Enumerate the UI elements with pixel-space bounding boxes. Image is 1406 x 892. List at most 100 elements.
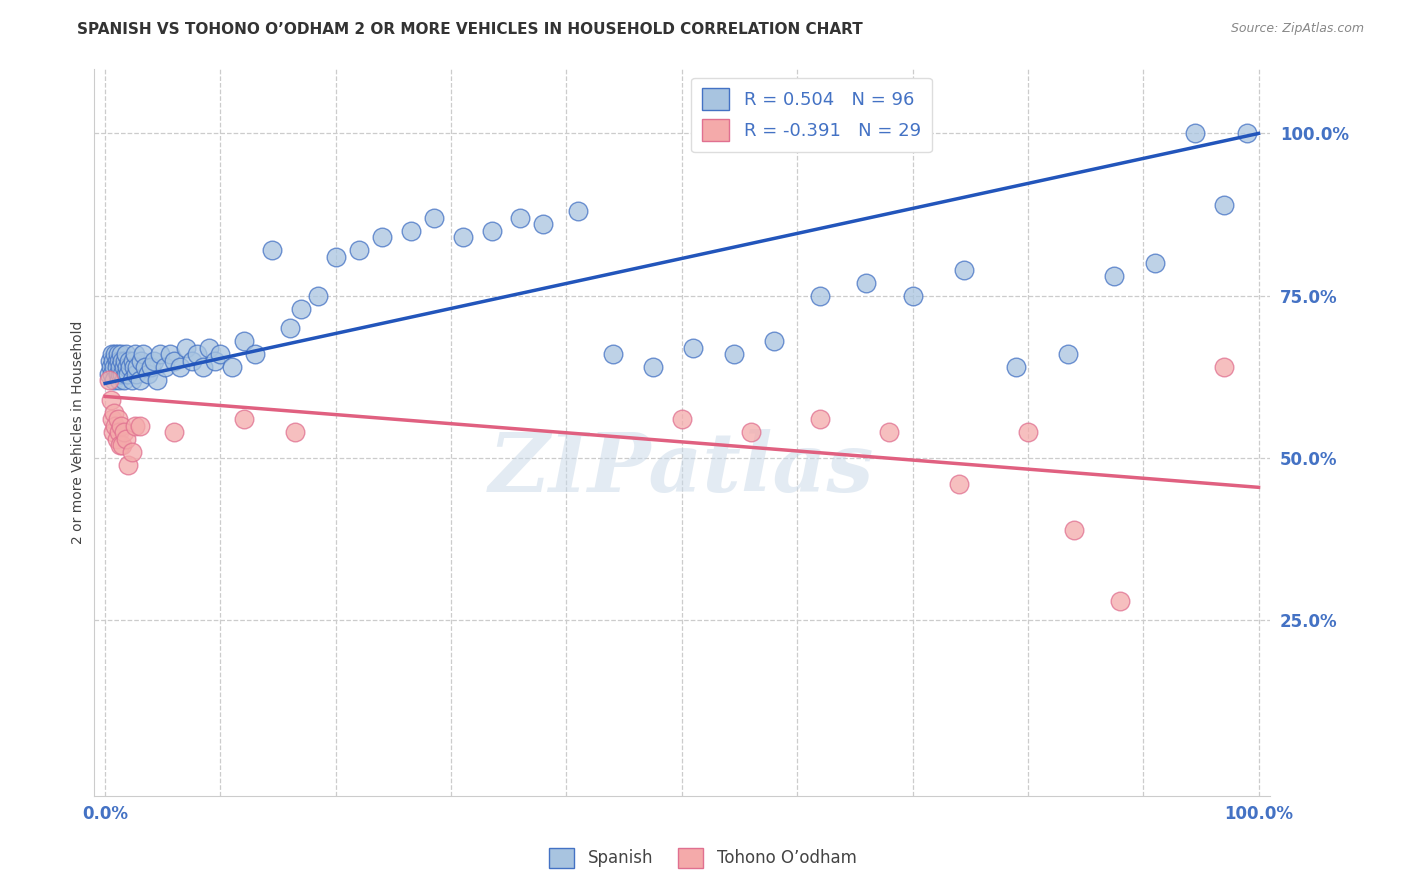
Point [105, 360, 128, 375]
Point [103, 360, 125, 375]
Point [98, 353, 121, 368]
Point [136, 367, 159, 381]
Point [120, 360, 142, 375]
Point [290, 301, 312, 316]
Point [347, 244, 370, 258]
Point [1017, 425, 1039, 439]
Point [174, 341, 197, 355]
Point [115, 432, 138, 446]
Point [108, 360, 131, 375]
Point [107, 412, 129, 426]
Point [808, 289, 831, 303]
Point [641, 360, 664, 375]
Text: SPANISH VS TOHONO O’ODHAM 2 OR MORE VEHICLES IN HOUSEHOLD CORRELATION CHART: SPANISH VS TOHONO O’ODHAM 2 OR MORE VEHI… [77, 22, 863, 37]
Point [149, 347, 172, 361]
Point [232, 412, 254, 426]
Point [125, 367, 148, 381]
Point [481, 224, 503, 238]
Point [879, 425, 901, 439]
Point [671, 412, 693, 426]
Point [221, 360, 243, 375]
Point [948, 477, 970, 491]
Point [1213, 198, 1236, 212]
Point [1005, 360, 1028, 375]
Point [153, 360, 176, 375]
Point [101, 353, 124, 368]
Point [107, 367, 129, 381]
Point [509, 211, 531, 225]
Point [1236, 127, 1258, 141]
Point [901, 289, 924, 303]
Point [533, 218, 555, 232]
Point [1063, 523, 1085, 537]
Point [204, 353, 226, 368]
Point [740, 425, 762, 439]
Point [163, 425, 186, 439]
Point [103, 406, 125, 420]
Point [107, 347, 129, 361]
Point [117, 367, 139, 381]
Point [451, 230, 474, 244]
Point [103, 373, 125, 387]
Point [124, 347, 146, 361]
Legend: R = 0.504   N = 96, R = -0.391   N = 29: R = 0.504 N = 96, R = -0.391 N = 29 [692, 78, 932, 153]
Point [121, 353, 143, 368]
Point [108, 438, 131, 452]
Point [108, 425, 131, 439]
Point [763, 334, 786, 349]
Point [682, 341, 704, 355]
Point [128, 418, 150, 433]
Point [117, 458, 139, 472]
Point [122, 360, 145, 375]
Point [108, 367, 131, 381]
Point [567, 204, 589, 219]
Point [112, 425, 135, 439]
Point [198, 341, 221, 355]
Point [115, 347, 138, 361]
Point [1213, 360, 1236, 375]
Point [115, 367, 138, 381]
Point [101, 347, 124, 361]
Point [1057, 347, 1080, 361]
Point [127, 360, 149, 375]
Point [232, 334, 254, 349]
Point [278, 321, 301, 335]
Point [100, 360, 122, 375]
Point [262, 244, 284, 258]
Text: Source: ZipAtlas.com: Source: ZipAtlas.com [1230, 22, 1364, 36]
Point [1184, 127, 1206, 141]
Point [284, 425, 307, 439]
Point [191, 360, 214, 375]
Point [101, 412, 124, 426]
Point [1143, 256, 1166, 270]
Point [953, 262, 976, 277]
Point [110, 418, 132, 433]
Point [101, 367, 124, 381]
Point [142, 353, 165, 368]
Point [121, 373, 143, 387]
Point [97, 367, 120, 381]
Point [111, 438, 134, 452]
Point [104, 347, 127, 361]
Point [105, 432, 128, 446]
Point [105, 353, 128, 368]
Point [124, 418, 146, 433]
Point [723, 347, 745, 361]
Y-axis label: 2 or more Vehicles in Household: 2 or more Vehicles in Household [72, 320, 86, 544]
Point [399, 224, 422, 238]
Point [128, 373, 150, 387]
Point [423, 211, 446, 225]
Point [101, 425, 124, 439]
Point [112, 360, 135, 375]
Point [115, 360, 138, 375]
Text: ZIPatlas: ZIPatlas [489, 428, 875, 508]
Point [129, 353, 152, 368]
Point [1104, 269, 1126, 284]
Point [104, 418, 127, 433]
Legend: Spanish, Tohono O’odham: Spanish, Tohono O’odham [543, 841, 863, 875]
Point [118, 353, 141, 368]
Point [108, 353, 131, 368]
Point [97, 373, 120, 387]
Point [325, 250, 347, 264]
Point [132, 347, 155, 361]
